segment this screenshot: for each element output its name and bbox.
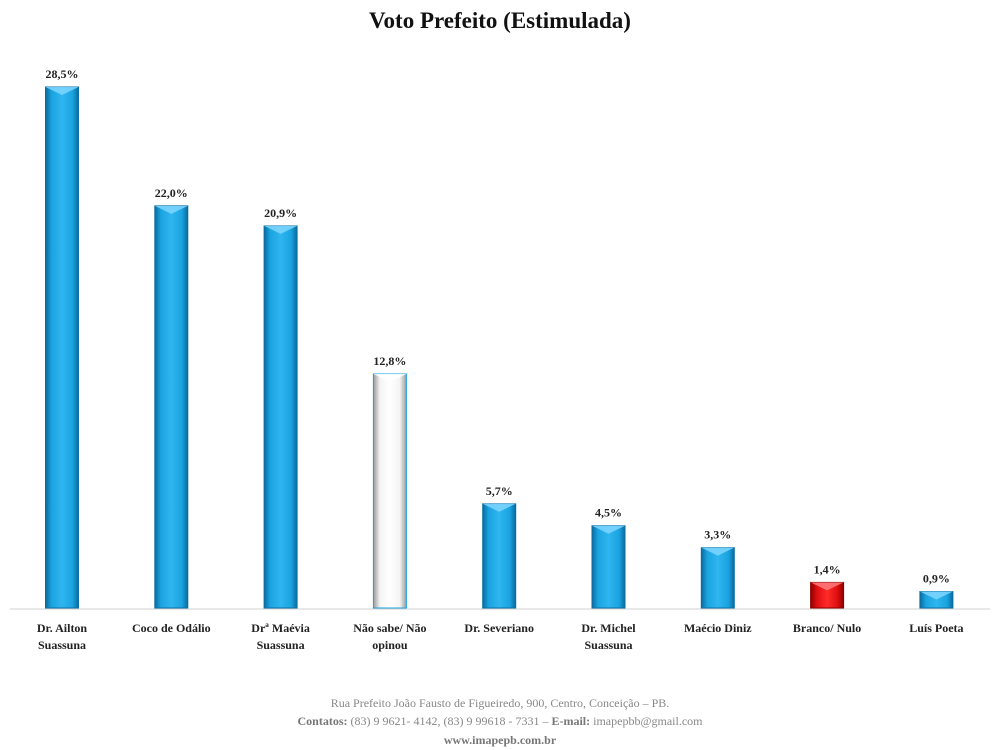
data-label: 0,9% xyxy=(923,572,950,586)
category-label: Luís Poeta xyxy=(909,621,963,635)
data-label: 12,8% xyxy=(373,354,406,368)
bar-chart: 28,5% Dr. Ailton Suassuna 22,0% Coco de Odál… xyxy=(10,67,990,652)
category-label: Branco/ Nulo xyxy=(793,621,861,635)
category-label: Dr. Severiano xyxy=(464,621,534,635)
bar-highlight xyxy=(373,374,407,383)
category-label: opinou xyxy=(372,638,408,652)
bar-highlight xyxy=(919,591,953,600)
footer-website[interactable]: www.imapepb.com.br xyxy=(443,733,557,747)
bar-highlight xyxy=(45,87,79,95)
category-label: Suassuna xyxy=(257,638,305,652)
data-label: 1,4% xyxy=(814,562,841,576)
category-label: Dr. Michel xyxy=(581,621,636,635)
bar xyxy=(372,373,407,609)
bar-highlight xyxy=(482,503,516,512)
chart-title: Voto Prefeito (Estimulada) xyxy=(369,8,631,33)
bar xyxy=(482,503,517,609)
data-label: 22,0% xyxy=(155,186,188,200)
category-label: Drª Maévia xyxy=(251,621,310,635)
email-label: E-mail: xyxy=(551,714,591,728)
category-label: Dr. Ailton xyxy=(37,621,88,635)
data-label: 20,9% xyxy=(264,206,297,220)
contacts-phones: (83) 9 9621- 4142, (83) 9 99618 - 7331 – xyxy=(350,714,549,728)
contacts-email: imapepbb@gmail.com xyxy=(593,714,703,728)
bar xyxy=(45,86,79,609)
bar xyxy=(263,225,298,609)
footer-contacts: Contatos: (83) 9 9621- 4142, (83) 9 9961… xyxy=(0,714,1000,729)
data-label: 3,3% xyxy=(704,528,731,542)
bar-highlight xyxy=(264,225,298,234)
bar-highlight xyxy=(154,205,188,214)
contacts-label: Contatos: xyxy=(297,714,348,728)
bar-highlight xyxy=(592,525,625,534)
category-label: Não sabe/ Não xyxy=(353,621,426,635)
bar-highlight xyxy=(701,547,735,556)
category-label: Maécio Diniz xyxy=(684,621,752,635)
footer-address: Rua Prefeito João Fausto de Figueiredo, … xyxy=(330,696,670,710)
bar-highlight xyxy=(810,582,844,591)
category-label: Coco de Odálio xyxy=(132,621,211,635)
bar xyxy=(591,525,626,609)
category-label: Suassuna xyxy=(584,638,632,652)
bar xyxy=(154,205,189,609)
data-label: 28,5% xyxy=(46,67,79,81)
category-label: Suassuna xyxy=(38,638,86,652)
data-label: 4,5% xyxy=(595,506,622,520)
bar xyxy=(700,547,735,609)
data-label: 5,7% xyxy=(486,484,513,498)
